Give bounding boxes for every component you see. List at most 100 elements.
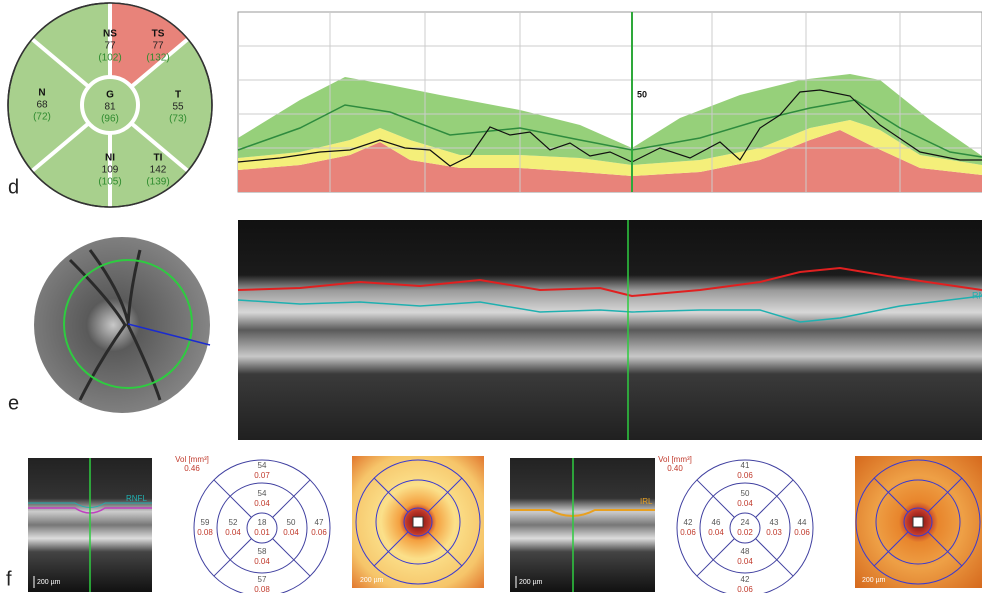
oct-scan: RNFL [237, 220, 982, 440]
band-red [238, 130, 982, 192]
sector-name: NI [105, 153, 115, 164]
grid-ring [193, 459, 331, 593]
thickness-value: 24 [741, 518, 750, 527]
layer-label: IRL [640, 497, 653, 506]
sector-diagram [7, 2, 213, 208]
grid-spoke [213, 479, 252, 518]
grid-spoke [427, 531, 463, 567]
thickness-value: 46 [712, 518, 721, 527]
grid-ring [855, 459, 981, 585]
volume-label: Vol [mm³] [175, 455, 209, 464]
panel-label: e [8, 392, 19, 414]
sector-value: 109 [102, 165, 119, 176]
thickness-value: 41 [741, 461, 750, 470]
panel-label: d [8, 176, 19, 198]
sector-reference: (73) [169, 114, 187, 125]
layer-label: RNFL [972, 290, 982, 300]
sector-name: T [175, 90, 181, 101]
volume-value: 0.06 [737, 471, 753, 480]
heatmap-grid [355, 459, 481, 585]
fundus-image [34, 237, 211, 413]
grid-spoke [873, 531, 909, 567]
sector-ts [110, 3, 188, 105]
volume-total: 0.46 [184, 464, 200, 473]
sector-value: 77 [152, 41, 164, 52]
sector-reference: (105) [98, 177, 121, 188]
volume-total: 0.40 [667, 464, 683, 473]
thickness-grid [676, 459, 814, 593]
sector-reference: (102) [98, 53, 121, 64]
volume-value: 0.04 [254, 557, 270, 566]
scale-label: 200 µm [360, 577, 384, 584]
volume-value: 0.06 [311, 528, 327, 537]
sector-name: G [106, 90, 114, 101]
grid-ring [903, 507, 933, 537]
grid-spoke [272, 479, 311, 518]
sector-value: 68 [36, 100, 48, 111]
small-scan: IRL 200 µm [510, 458, 655, 592]
thickness-value: 42 [684, 518, 693, 527]
scale-label: 200 µm [862, 577, 886, 584]
sector-reference: (96) [101, 114, 119, 125]
sector-dividers [30, 3, 190, 207]
grid-ring [355, 459, 481, 585]
grid-ring [875, 479, 961, 565]
thickness-value: 43 [770, 518, 779, 527]
panel-label: f [6, 568, 12, 590]
volume-value: 0.06 [737, 585, 753, 593]
sector-name: N [38, 88, 45, 99]
thickness-value: 47 [315, 518, 324, 527]
sector-name: TI [154, 153, 163, 164]
grid-spoke [427, 477, 463, 513]
grid-ring [216, 482, 308, 574]
grid-ring [699, 482, 791, 574]
grid-ring [676, 459, 814, 593]
thickness-value: 57 [258, 575, 267, 584]
grid-spoke [755, 538, 794, 577]
volume-value: 0.03 [766, 528, 782, 537]
volume-value: 0.08 [254, 585, 270, 593]
sector-value: 81 [104, 102, 116, 113]
marker-label: 50 [637, 89, 647, 99]
layer-label: RNFL [126, 494, 147, 503]
sector-center [80, 75, 140, 135]
grid-ring [246, 512, 278, 544]
thickness-value: 50 [287, 518, 296, 527]
volume-value: 0.04 [708, 528, 724, 537]
volume-value: 0.06 [680, 528, 696, 537]
measured-line [237, 89, 982, 167]
thickness-value: 44 [798, 518, 807, 527]
thickness-value: 54 [258, 461, 267, 470]
volume-value: 0.01 [254, 528, 270, 537]
heatmap-grid [855, 459, 981, 585]
grid-spoke [873, 477, 909, 513]
sector-value: 77 [104, 41, 116, 52]
sector-reference: (72) [33, 112, 51, 123]
grid-spoke [927, 531, 963, 567]
thickness-value: 48 [741, 547, 750, 556]
grid-spoke [927, 477, 963, 513]
grid-ring [375, 479, 461, 565]
grid-ring [403, 507, 433, 537]
grid-spoke [755, 479, 794, 518]
scale-label: 200 µm [519, 579, 543, 586]
profile-chart: 50 [237, 11, 982, 193]
heatmap-center [412, 516, 424, 528]
sector-value: 142 [150, 165, 167, 176]
thickness-value: 54 [258, 489, 267, 498]
thickness-value: 18 [258, 518, 267, 527]
grid-ring [729, 512, 761, 544]
volume-value: 0.04 [225, 528, 241, 537]
sector-reference: (139) [146, 177, 169, 188]
volume-value: 0.04 [254, 499, 270, 508]
thickness-value: 52 [229, 518, 238, 527]
scale-label: 200 µm [37, 579, 61, 586]
grid-spoke [696, 538, 735, 577]
volume-value: 0.08 [197, 528, 213, 537]
volume-value: 0.07 [254, 471, 270, 480]
small-scan: RNFL 200 µm [28, 458, 152, 592]
sector-name: NS [103, 29, 117, 40]
volume-value: 0.04 [283, 528, 299, 537]
grid-spoke [213, 538, 252, 577]
